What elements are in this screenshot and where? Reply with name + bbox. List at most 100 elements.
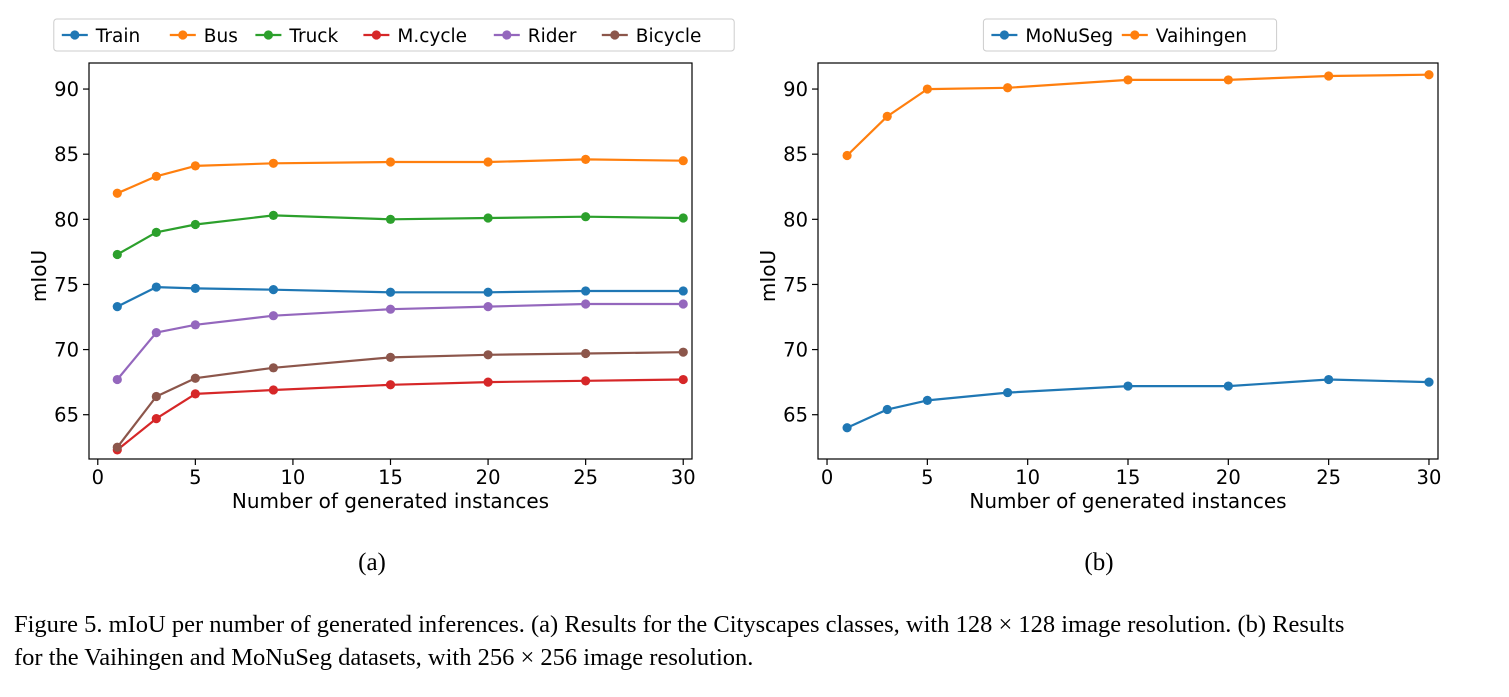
data-point <box>882 111 892 122</box>
y-tick-label: 85 <box>54 143 79 166</box>
data-point <box>678 299 688 309</box>
legend-item: M.cycle <box>363 26 467 47</box>
data-point <box>842 423 852 433</box>
data-point <box>483 377 493 387</box>
caption-line-1: Figure 5. mIoU per number of generated i… <box>14 611 1345 638</box>
x-tick-label: 15 <box>1116 466 1141 489</box>
chart-panel-a: 0 5 10 15 20 25 30 65 70 75 80 85 90 Number of genera… <box>27 18 735 576</box>
panel-sublabel: (a) <box>358 549 386 576</box>
series-line-mcycle <box>116 378 684 451</box>
data-point <box>1324 374 1334 385</box>
data-point <box>581 348 591 359</box>
series-line-train <box>116 286 684 308</box>
data-point <box>385 380 396 390</box>
data-point <box>385 352 396 362</box>
data-point <box>112 301 122 312</box>
x-tick-label: 0 <box>92 466 104 489</box>
data-point <box>151 328 161 338</box>
data-point <box>483 301 493 312</box>
legend-item: Rider <box>493 26 577 47</box>
x-tick-label: 30 <box>1417 466 1442 489</box>
y-tick-label: 85 <box>783 143 808 166</box>
data-point <box>1424 70 1434 80</box>
y-tick-label: 70 <box>54 339 79 362</box>
data-point <box>268 385 279 395</box>
data-point <box>190 373 200 383</box>
legend-marker <box>263 30 273 40</box>
y-axis-label: mIoU <box>756 250 780 302</box>
data-point <box>922 395 932 405</box>
legend-marker <box>178 30 188 40</box>
series-line-bus <box>116 158 684 195</box>
data-point <box>581 286 591 296</box>
data-point <box>678 374 688 385</box>
legend: Train Bus Truck M.cycle Rider Bicycle <box>53 18 735 52</box>
legend-marker <box>70 30 80 40</box>
y-tick-label: 65 <box>54 404 79 427</box>
data-point <box>1123 381 1133 391</box>
data-point <box>483 287 493 297</box>
data-point <box>1223 381 1233 391</box>
data-point <box>678 286 688 296</box>
data-point <box>882 404 892 415</box>
data-point <box>483 157 493 167</box>
data-point <box>190 283 200 293</box>
data-point <box>112 374 122 385</box>
legend-box <box>53 18 735 52</box>
data-point <box>190 320 200 330</box>
data-point <box>151 227 161 237</box>
data-point <box>151 282 161 292</box>
caption-line-2: for the Vaihingen and MoNuSeg datasets, … <box>14 644 754 671</box>
data-point <box>1003 387 1013 398</box>
data-point <box>483 350 493 360</box>
legend-item: MoNuSeg <box>991 26 1113 47</box>
data-point <box>268 210 279 221</box>
data-point <box>385 214 396 224</box>
y-axis-label: mIoU <box>27 250 51 302</box>
data-point <box>112 249 122 260</box>
legend-item: Truck <box>255 26 338 47</box>
x-tick-label: 10 <box>1015 466 1040 489</box>
legend-marker <box>610 30 620 40</box>
data-point <box>678 156 688 166</box>
data-point <box>1123 75 1133 85</box>
panel-sublabel: (b) <box>1084 549 1113 576</box>
legend-item: Bicycle <box>601 26 702 47</box>
data-point <box>678 347 688 357</box>
data-point <box>385 304 396 314</box>
data-point <box>678 213 688 223</box>
x-tick-label: 25 <box>573 466 598 489</box>
figure-caption: Figure 5. mIoU per number of generated i… <box>14 608 1494 674</box>
figure: 0 5 10 15 20 25 30 65 70 75 80 85 90 Number of genera… <box>27 18 1442 576</box>
data-point <box>268 285 279 295</box>
data-point <box>112 442 122 452</box>
series-line-rider <box>116 302 684 381</box>
series-line-truck <box>116 214 684 256</box>
data-point <box>483 213 493 223</box>
data-point <box>922 84 932 94</box>
x-tick-label: 30 <box>671 466 696 489</box>
data-point <box>190 219 200 230</box>
data-point <box>268 158 279 168</box>
data-point <box>581 376 591 386</box>
legend-label: Truck <box>288 26 338 47</box>
data-point <box>268 363 279 373</box>
legend-marker <box>502 30 512 40</box>
legend-item: Bus <box>169 26 238 47</box>
y-tick-label: 65 <box>783 404 808 427</box>
x-tick-label: 20 <box>476 466 501 489</box>
data-point <box>151 171 161 181</box>
data-point <box>385 287 396 297</box>
legend: MoNuSeg Vaihingen <box>982 18 1278 52</box>
data-point <box>1324 71 1334 81</box>
legend-item: Vaihingen <box>1121 26 1247 47</box>
x-tick-label: 15 <box>378 466 403 489</box>
series-line-vaihingen <box>846 73 1430 157</box>
x-tick-label: 25 <box>1316 466 1341 489</box>
legend-label: Train <box>95 26 140 47</box>
legend-label: Vaihingen <box>1156 26 1247 47</box>
data-point <box>1424 377 1434 387</box>
legend-label: Bicycle <box>636 26 702 47</box>
y-tick-label: 75 <box>54 273 79 296</box>
legend-label: Rider <box>528 26 577 47</box>
